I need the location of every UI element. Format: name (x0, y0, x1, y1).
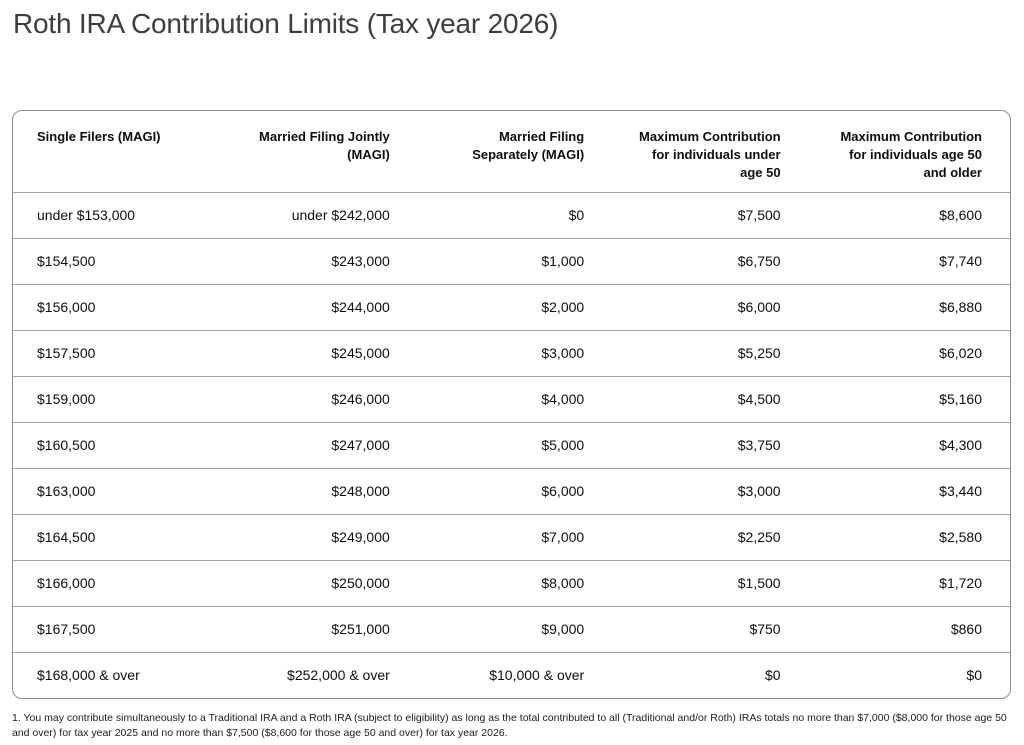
table-cell: $860 (804, 606, 1010, 653)
table-cell: $5,250 (608, 330, 805, 377)
table-cell: $243,000 (212, 238, 414, 285)
contribution-limits-table: Single Filers (MAGI) Married Filing Join… (13, 111, 1010, 698)
table-cell: $252,000 & over (212, 652, 414, 698)
table-cell: $4,500 (608, 376, 805, 423)
table-cell: $4,300 (804, 422, 1010, 469)
contribution-limits-table-card: Single Filers (MAGI) Married Filing Join… (12, 110, 1011, 699)
footnote: 1. You may contribute simultaneously to … (12, 712, 1007, 739)
table-cell: $4,000 (413, 376, 609, 423)
table-cell: $3,750 (608, 422, 805, 469)
table-cell: $166,000 (13, 560, 213, 607)
column-header-single-filers: Single Filers (MAGI) (37, 129, 161, 144)
table-cell: $7,740 (804, 238, 1010, 285)
table-cell: $7,000 (413, 514, 609, 561)
table-cell: $154,500 (13, 238, 213, 285)
table-cell: $2,250 (608, 514, 805, 561)
table-cell: $164,500 (13, 514, 213, 561)
table-cell: $10,000 & over (413, 652, 609, 698)
table-cell: $0 (804, 652, 1010, 698)
table-cell: $251,000 (212, 606, 414, 653)
column-header-married-separately: Married Filing Separately (MAGI) (472, 129, 585, 162)
page-title: Roth IRA Contribution Limits (Tax year 2… (13, 8, 559, 39)
table-cell: $0 (413, 192, 609, 239)
table-cell: $250,000 (212, 560, 414, 607)
column-header-max-contribution-50-older: Maximum Contribution for individuals age… (840, 129, 982, 180)
table-row: $154,500 $243,000 $1,000 $6,750 $7,740 (13, 238, 1010, 285)
table-cell: under $153,000 (13, 192, 213, 239)
table-cell: $3,440 (804, 468, 1010, 515)
table-cell: $3,000 (608, 468, 805, 515)
table-row: $156,000 $244,000 $2,000 $6,000 $6,880 (13, 284, 1010, 331)
table-cell: $2,000 (413, 284, 609, 331)
table-cell: $750 (608, 606, 805, 653)
table-cell: $6,020 (804, 330, 1010, 377)
table-cell: $5,160 (804, 376, 1010, 423)
table-cell: $5,000 (413, 422, 609, 469)
table-row: $159,000 $246,000 $4,000 $4,500 $5,160 (13, 376, 1010, 423)
table-cell: $247,000 (212, 422, 414, 469)
table-cell: $249,000 (212, 514, 414, 561)
table-cell: $244,000 (212, 284, 414, 331)
table-cell: $0 (608, 652, 805, 698)
table-row: $157,500 $245,000 $3,000 $5,250 $6,020 (13, 330, 1010, 377)
table-cell: $163,000 (13, 468, 213, 515)
table-row: $160,500 $247,000 $5,000 $3,750 $4,300 (13, 422, 1010, 469)
table-cell: $3,000 (413, 330, 609, 377)
table-cell: $246,000 (212, 376, 414, 423)
table-cell: $6,880 (804, 284, 1010, 331)
table-cell: $156,000 (13, 284, 213, 331)
table-cell: $1,500 (608, 560, 805, 607)
table-cell: $159,000 (13, 376, 213, 423)
table-row: $168,000 & over $252,000 & over $10,000 & … (13, 652, 1010, 698)
table-cell: $8,000 (413, 560, 609, 607)
table-cell: $245,000 (212, 330, 414, 377)
table-cell: $8,600 (804, 192, 1010, 239)
table-cell: $6,000 (608, 284, 805, 331)
table-cell: $1,720 (804, 560, 1010, 607)
table-cell: $157,500 (13, 330, 213, 377)
table-cell: $248,000 (212, 468, 414, 515)
table-cell: $6,750 (608, 238, 805, 285)
table-cell: under $242,000 (212, 192, 414, 239)
table-cell: $9,000 (413, 606, 609, 653)
column-header-max-contribution-under-50: Maximum Contribution for individuals und… (639, 129, 781, 180)
table-header-row: Single Filers (MAGI) Married Filing Join… (13, 111, 1010, 193)
table-cell: $6,000 (413, 468, 609, 515)
table-cell: $160,500 (13, 422, 213, 469)
table-row: under $153,000 under $242,000 $0 $7,500 $8,6… (13, 192, 1010, 239)
table-cell: $2,580 (804, 514, 1010, 561)
table-row: $164,500 $249,000 $7,000 $2,250 $2,580 (13, 514, 1010, 561)
table-cell: $1,000 (413, 238, 609, 285)
table-row: $166,000 $250,000 $8,000 $1,500 $1,720 (13, 560, 1010, 607)
table-row: $167,500 $251,000 $9,000 $750 $860 (13, 606, 1010, 653)
table-cell: $167,500 (13, 606, 213, 653)
table-cell: $7,500 (608, 192, 805, 239)
table-row: $163,000 $248,000 $6,000 $3,000 $3,440 (13, 468, 1010, 515)
column-header-married-jointly: Married Filing Jointly (MAGI) (259, 129, 390, 162)
table-cell: $168,000 & over (13, 652, 213, 698)
